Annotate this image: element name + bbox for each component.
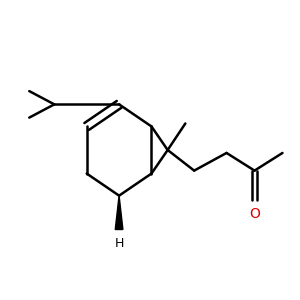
Text: O: O — [249, 207, 260, 221]
Polygon shape — [115, 196, 123, 230]
Text: H: H — [114, 237, 124, 250]
